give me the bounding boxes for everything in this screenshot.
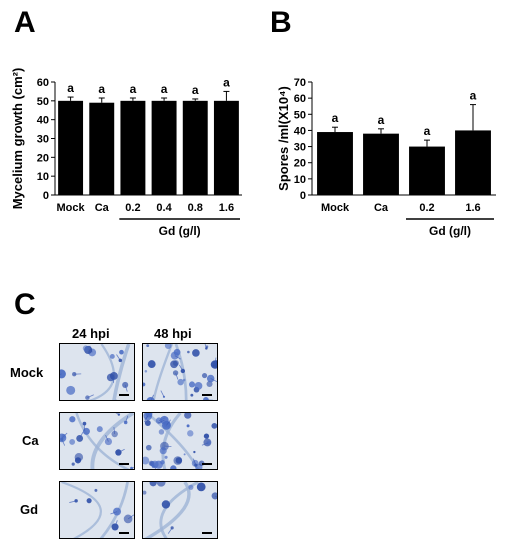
significance-letter: a bbox=[424, 124, 431, 138]
bar-0.8 bbox=[182, 100, 208, 195]
y-tick-label: 60 bbox=[37, 77, 49, 89]
row-header-gd: Gd bbox=[20, 502, 39, 517]
y-tick-label: 40 bbox=[294, 125, 306, 137]
y-tick-label: 50 bbox=[294, 109, 306, 121]
panel-c-letter: C bbox=[14, 288, 36, 321]
significance-letter: a bbox=[98, 82, 105, 96]
significance-letter: a bbox=[67, 81, 74, 95]
y-tick-label: 10 bbox=[294, 174, 306, 186]
y-tick-label: 0 bbox=[43, 190, 49, 202]
bar-0.2 bbox=[120, 100, 146, 195]
scale-bar bbox=[202, 463, 212, 465]
category-label: 0.2 bbox=[419, 202, 434, 214]
row-header-mock: Mock bbox=[10, 365, 44, 380]
category-label: 1.6 bbox=[219, 202, 234, 214]
micrograph-mock-24hpi bbox=[59, 343, 135, 401]
bar-Ca bbox=[89, 102, 115, 195]
significance-letter: a bbox=[192, 83, 199, 97]
panel-a-letter: A bbox=[14, 6, 36, 39]
bar-Mock bbox=[58, 100, 84, 195]
significance-letter: a bbox=[470, 89, 477, 103]
micrograph-ca-24hpi bbox=[59, 412, 135, 470]
y-tick-label: 30 bbox=[294, 142, 306, 154]
column-header-24hpi: 24 hpi bbox=[72, 326, 110, 341]
scale-bar bbox=[202, 394, 212, 396]
category-label: Ca bbox=[374, 202, 389, 214]
category-label: 0.2 bbox=[125, 202, 140, 214]
y-tick-label: 60 bbox=[294, 93, 306, 105]
significance-letter: a bbox=[332, 111, 339, 125]
y-tick-label: 10 bbox=[37, 171, 49, 183]
significance-letter: a bbox=[223, 75, 230, 89]
group-label: Gd (g/l) bbox=[159, 224, 201, 238]
bar-1.6 bbox=[455, 130, 491, 195]
y-tick-label: 20 bbox=[37, 152, 49, 164]
significance-letter: a bbox=[378, 113, 385, 127]
micrograph-ca-48hpi bbox=[142, 412, 218, 470]
chart-a-mycelium-growth: 0 10 20 30 40 50 60 a Mock a Ca a 0.2 a 0.4 a 0.8 a 1.6 Gd … bbox=[10, 68, 242, 238]
chart-b-spores: 0 10 20 30 40 50 60 70 a Mock a Ca a 0.2 a 1.6 Gd (g/l) S… bbox=[276, 77, 496, 238]
group-label: Gd (g/l) bbox=[429, 224, 471, 238]
micrograph-gd-24hpi bbox=[59, 481, 135, 539]
micrograph-gd-48hpi bbox=[142, 481, 218, 539]
scale-bar bbox=[119, 394, 129, 396]
y-tick-label: 40 bbox=[37, 115, 49, 127]
y-tick-label: 0 bbox=[300, 190, 306, 202]
bar-1.6 bbox=[213, 100, 239, 195]
category-label: Mock bbox=[321, 202, 350, 214]
row-header-ca: Ca bbox=[22, 433, 39, 448]
category-label: 0.4 bbox=[156, 202, 172, 214]
y-axis-title: Spores /ml(X10⁴) bbox=[276, 86, 291, 191]
significance-letter: a bbox=[130, 82, 137, 96]
category-label: 1.6 bbox=[465, 202, 480, 214]
category-label: 0.8 bbox=[188, 202, 203, 214]
y-tick-label: 20 bbox=[294, 158, 306, 170]
scale-bar bbox=[119, 532, 129, 534]
category-label: Ca bbox=[95, 202, 110, 214]
y-tick-label: 30 bbox=[37, 134, 49, 146]
scale-bar bbox=[119, 463, 129, 465]
panel-b-letter: B bbox=[270, 6, 292, 39]
y-tick-label: 70 bbox=[294, 77, 306, 89]
column-header-48hpi: 48 hpi bbox=[154, 326, 192, 341]
scale-bar bbox=[202, 532, 212, 534]
y-tick-label: 50 bbox=[37, 96, 49, 108]
category-label: Mock bbox=[57, 202, 86, 214]
bar-0.2 bbox=[409, 146, 445, 195]
y-axis-title: Mycelium growth (cm²) bbox=[10, 68, 25, 210]
significance-letter: a bbox=[161, 82, 168, 96]
micrograph-mock-48hpi bbox=[142, 343, 218, 401]
bar-Mock bbox=[317, 132, 353, 195]
bar-Ca bbox=[363, 133, 399, 195]
bar-0.4 bbox=[151, 100, 177, 195]
